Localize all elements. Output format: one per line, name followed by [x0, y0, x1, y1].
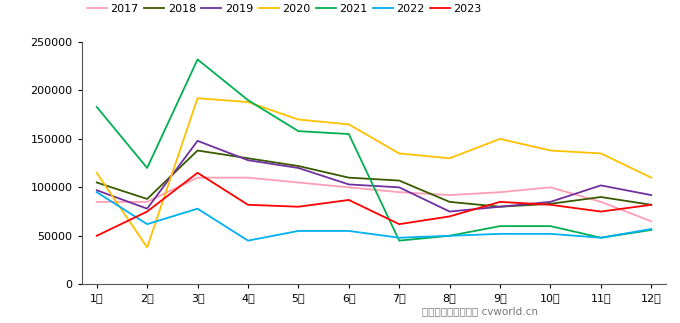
2021	[92, 105, 101, 109]
2022	[92, 190, 101, 194]
2020	[395, 151, 403, 155]
2017	[647, 219, 656, 223]
2022	[546, 232, 554, 236]
2021	[143, 166, 151, 170]
2023	[194, 171, 202, 175]
2018	[395, 179, 403, 182]
2020	[244, 100, 252, 104]
Line: 2020: 2020	[97, 98, 651, 247]
2017	[294, 181, 303, 184]
2017	[597, 200, 605, 204]
2021	[345, 132, 353, 136]
Legend: 2017, 2018, 2019, 2020, 2021, 2022, 2023: 2017, 2018, 2019, 2020, 2021, 2022, 2023	[87, 4, 481, 14]
2023	[92, 234, 101, 238]
2023	[294, 205, 303, 209]
2021	[546, 224, 554, 228]
2020	[194, 96, 202, 100]
2021	[194, 57, 202, 61]
2023	[143, 210, 151, 214]
2019	[294, 166, 303, 170]
2021	[647, 228, 656, 232]
2018	[597, 195, 605, 199]
2021	[445, 234, 454, 238]
2022	[647, 227, 656, 231]
Line: 2019: 2019	[97, 141, 651, 212]
2020	[345, 122, 353, 126]
2023	[345, 198, 353, 202]
2018	[445, 200, 454, 204]
2021	[395, 239, 403, 243]
2019	[244, 158, 252, 162]
2022	[597, 236, 605, 240]
Line: 2017: 2017	[97, 178, 651, 221]
2017	[445, 193, 454, 197]
2021	[597, 236, 605, 240]
Line: 2018: 2018	[97, 151, 651, 207]
2022	[345, 229, 353, 233]
2020	[546, 149, 554, 152]
2022	[395, 236, 403, 240]
2022	[496, 232, 504, 236]
2017	[244, 176, 252, 180]
2019	[546, 200, 554, 204]
2020	[294, 118, 303, 121]
2017	[395, 190, 403, 194]
2019	[194, 139, 202, 143]
2023	[395, 222, 403, 226]
2020	[597, 151, 605, 155]
2017	[92, 200, 101, 204]
2018	[143, 197, 151, 201]
2018	[546, 202, 554, 206]
2020	[143, 245, 151, 249]
2021	[244, 98, 252, 102]
2023	[244, 203, 252, 207]
2020	[496, 137, 504, 141]
Line: 2023: 2023	[97, 173, 651, 236]
2022	[294, 229, 303, 233]
2018	[194, 149, 202, 152]
Line: 2021: 2021	[97, 59, 651, 241]
2017	[496, 190, 504, 194]
2022	[445, 234, 454, 238]
2018	[92, 181, 101, 184]
2017	[345, 185, 353, 189]
2019	[143, 207, 151, 211]
2018	[244, 156, 252, 160]
2019	[92, 188, 101, 192]
2023	[597, 210, 605, 214]
2023	[496, 200, 504, 204]
2021	[294, 129, 303, 133]
2018	[647, 203, 656, 207]
2019	[647, 193, 656, 197]
2018	[496, 205, 504, 209]
2019	[345, 182, 353, 186]
2023	[546, 203, 554, 207]
2017	[194, 176, 202, 180]
2022	[143, 222, 151, 226]
2020	[647, 176, 656, 180]
2022	[244, 239, 252, 243]
2021	[496, 224, 504, 228]
2017	[546, 185, 554, 189]
2018	[294, 164, 303, 168]
Text: 制图：第一商用车网 cvworld.cn: 制图：第一商用车网 cvworld.cn	[422, 307, 538, 317]
2023	[445, 214, 454, 218]
2019	[496, 205, 504, 209]
Line: 2022: 2022	[97, 192, 651, 241]
2019	[597, 183, 605, 187]
2018	[345, 176, 353, 180]
2020	[92, 171, 101, 175]
2023	[647, 203, 656, 207]
2022	[194, 207, 202, 211]
2020	[445, 156, 454, 160]
2019	[395, 185, 403, 189]
2019	[445, 210, 454, 214]
2017	[143, 200, 151, 204]
